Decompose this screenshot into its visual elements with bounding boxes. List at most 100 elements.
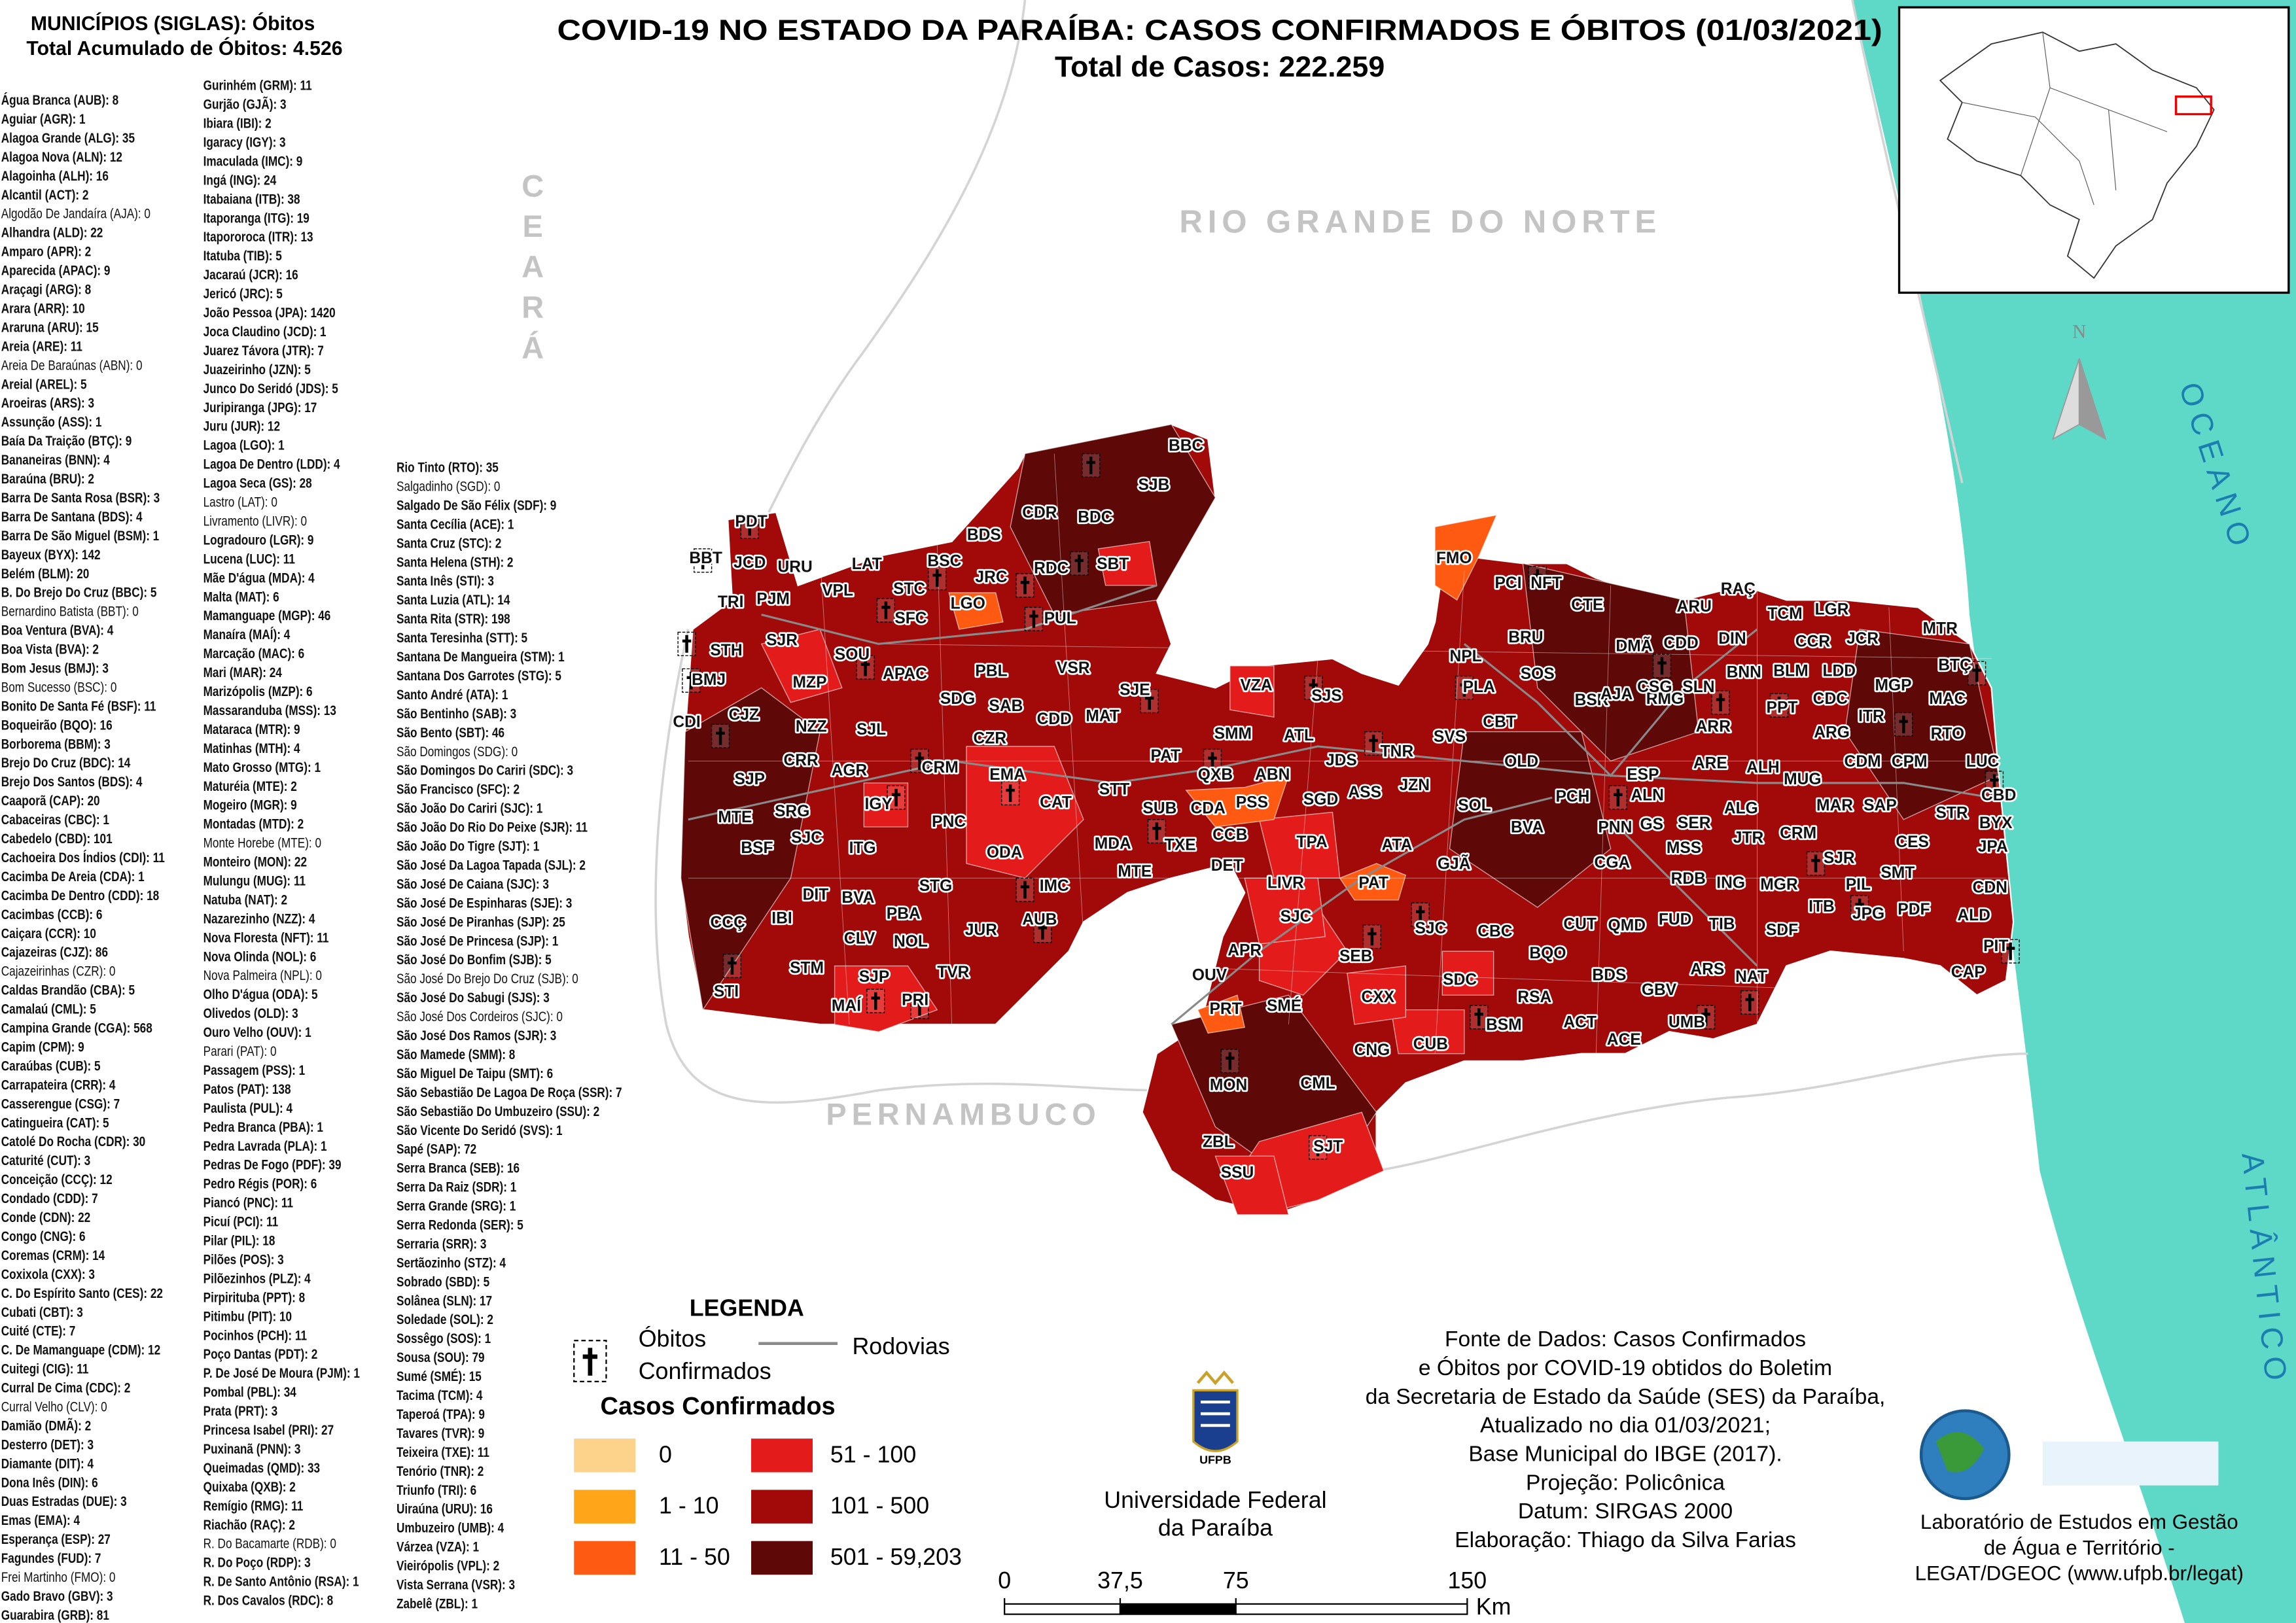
death-icon [722,953,742,979]
municipality-code: PAT [1151,747,1181,765]
list-entry: Patos (PAT): 138 [203,1081,291,1097]
list-entry: Juripiranga (JPG): 17 [203,400,317,415]
list-entry: Coremas (CRM): 14 [1,1248,105,1263]
list-entry: São Sebastião De Lagoa De Roça (SSR): 7 [397,1085,622,1100]
scale-label: 150 [1447,1567,1487,1594]
list-entry: R. Dos Cavalos (RDC): 8 [203,1593,334,1609]
municipality-code: BMJ [692,671,726,689]
municipality-code: PUL [1044,610,1076,627]
list-entry: Boa Ventura (BVA): 4 [1,623,114,638]
list-entry: São Domingos Do Cariri (SDC): 3 [397,763,573,778]
list-entry: Sertãozinho (STZ): 4 [397,1255,506,1271]
municipality-code: SJB [1139,476,1170,494]
university-name: da Paraíba [1158,1514,1273,1541]
subtitle: Total de Casos: 222.259 [1055,50,1385,83]
municipality-code: AJA [1600,686,1633,703]
list-entry: Tenório (TNR): 2 [397,1463,484,1479]
death-icon-cross [1074,554,1084,572]
municipality-code: GBV [1642,981,1677,999]
municipality-code: GJÃ [1438,855,1471,873]
list-entry: Alagoinha (ALH): 16 [1,168,109,184]
municipality-code: VPL [822,582,853,599]
list-entry: Pilar (PIL): 18 [203,1233,275,1249]
scale-unit: Km [1476,1594,1511,1620]
list-entry: Olho D'água (ODA): 5 [203,986,318,1002]
municipality-code: TXE [1165,837,1196,854]
municipality-code: TCM [1767,605,1802,623]
list-entry: Princesa Isabel (PRI): 27 [203,1422,334,1438]
death-icon [1470,1005,1489,1030]
municipality-code: RTO [1931,725,1965,743]
municipality-code: BSR [1575,691,1609,709]
list-entry: São José Da Lagoa Tapada (SJL): 2 [397,858,586,873]
death-icon-cross [698,551,707,570]
list-entry: Barra De Santana (BDS): 4 [1,509,143,525]
death-icon [1769,693,1789,718]
municipality-code: PPT [1767,699,1798,716]
list-entry: Pilões (POS): 3 [203,1252,284,1268]
list-entry: João Pessoa (JPA): 1420 [203,305,336,321]
credit-line: Base Municipal do IBGE (2017). [1468,1442,1782,1466]
list-entry: Curral Velho (CLV): 0 [1,1399,107,1415]
list-entry: Santa Cecília (ACE): 1 [397,517,514,532]
death-icon [1894,712,1913,737]
list-entry: Joca Claudino (JCD): 1 [203,324,327,340]
list-entry: Pocinhos (PCH): 11 [203,1328,308,1344]
death-icon [1850,895,1869,920]
death-icon-cross [686,671,696,689]
death-icon-cross [1657,657,1667,675]
list-entry: Nova Olinda (NOL): 6 [203,949,317,965]
municipality-code: RDC [1034,560,1069,578]
municipality-code: BDC [1078,508,1113,526]
death-icon [1652,654,1672,678]
list-entry: Rio Tinto (RTO): 35 [397,460,499,476]
legend-swatch [751,1541,813,1575]
list-entry: Zabelê (ZBL): 1 [397,1596,478,1612]
list-entry: Mari (MAR): 24 [203,665,282,680]
list-entry: Remígio (RMG): 11 [203,1498,304,1514]
list-entry: Massaranduba (MSS): 13 [203,703,336,718]
list-entry: Mataraca (MTR): 9 [203,722,300,737]
list-entry: Belém (BLM): 20 [1,566,90,582]
list-entry: Juazeirinho (JZN): 5 [203,362,311,377]
list-entry: São José Dos Cordeiros (SJC): 0 [397,1009,563,1024]
municipality-code: CCR [1795,633,1831,651]
death-icon [1362,924,1381,949]
death-icon [1608,785,1627,810]
municipality-code: BSF [741,839,773,857]
municipality-code: JRC [975,568,1007,586]
municipality-code: PLA [1463,678,1495,696]
legend-label: Confirmados [639,1358,771,1384]
list-entry: Diamante (DIT): 4 [1,1456,94,1472]
municipality-code: MAÍ [832,997,862,1015]
municipality-code: QXB [1198,766,1233,784]
municipality-code: BBC [1169,437,1204,455]
list-title: MUNICÍPIOS (SIGLAS): Óbitos [31,12,315,35]
list-column: Rio Tinto (RTO): 35 Salgadinho (SGD): 0 Sa… [397,460,622,1612]
municipality-code: NAT [1735,968,1767,986]
death-icon-cross [1716,693,1725,712]
municipality-code: MDA [1095,835,1131,852]
list-entry: Serra Da Raiz (SDR): 1 [397,1179,516,1195]
death-icon [1968,661,1987,686]
list-entry: São José Dos Ramos (SJR): 3 [397,1028,557,1043]
municipality-code: RAÇ [1721,580,1756,598]
list-entry: Manaíra (MAÍ): 4 [203,626,291,642]
boundary [819,556,850,1025]
list-entry: Prata (PRT): 3 [203,1403,278,1419]
list-entry: Lagoa Seca (GS): 28 [203,476,312,491]
scale-label: 75 [1223,1567,1249,1594]
credit-line: Projeção: Policônica [1526,1471,1725,1495]
death-icon [887,785,906,810]
municipality-code: SJC [791,829,822,846]
municipality-code: SOS [1521,665,1555,683]
state-label: CEARÁ [516,168,550,371]
boundary [878,643,1992,659]
list-entry: São Mamede (SMM): 8 [397,1047,515,1062]
list-entry: B. Do Brejo Do Cruz (BBC): 5 [1,585,157,601]
credit-line: Atualizado no dia 01/03/2021; [1480,1414,1771,1438]
road [1610,818,1758,967]
municipality-code: ESP [1627,766,1659,784]
list-entry: Bayeux (BYX): 142 [1,547,101,563]
